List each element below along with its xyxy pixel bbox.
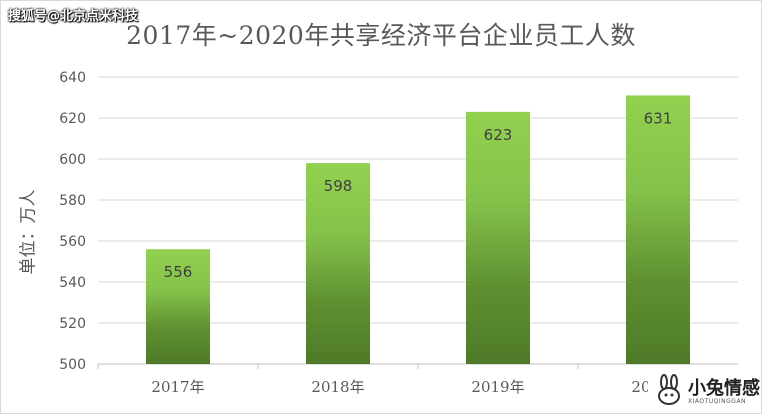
x-tick-label: 2019年 <box>471 378 524 396</box>
watermark-logo-text: 小兔情感 <box>688 378 760 399</box>
bar-data-label: 598 <box>324 177 353 195</box>
bar <box>146 249 210 364</box>
watermark-logo-subtext: XIAOTUQINGGAN <box>688 398 747 405</box>
y-tick-label: 540 <box>59 275 86 291</box>
bar-data-label: 623 <box>484 126 513 144</box>
bar <box>626 95 690 364</box>
y-tick-label: 620 <box>59 111 86 127</box>
bar-data-label: 556 <box>164 263 193 281</box>
watermark-text: 搜狐号@北京点米科技 <box>8 9 139 24</box>
chart-title: 2017年~2020年共享经济平台企业员工人数 <box>126 21 636 50</box>
x-tick-label: 2017年 <box>151 378 204 396</box>
bar <box>466 111 530 364</box>
x-tick-label: 2018年 <box>311 378 364 396</box>
y-tick-label: 580 <box>59 193 86 209</box>
y-tick-label: 640 <box>59 70 86 86</box>
y-tick-labels: 500 520 540 560 580 600 620 640 <box>59 70 86 373</box>
y-tick-label: 500 <box>59 357 86 373</box>
y-tick-label: 520 <box>59 316 86 332</box>
bar-data-label: 631 <box>644 109 673 127</box>
bar <box>306 163 370 364</box>
y-tick-label: 560 <box>59 234 86 250</box>
x-tick-labels: 2017年2018年2019年2020年 <box>97 364 685 396</box>
y-tick-label: 600 <box>59 152 86 168</box>
bars: 556 598 623 631 <box>146 95 690 364</box>
watermark-logo: 小兔情感 XIAOTUQINGGAN <box>648 372 760 410</box>
rabbit-logo-icon <box>658 374 680 405</box>
